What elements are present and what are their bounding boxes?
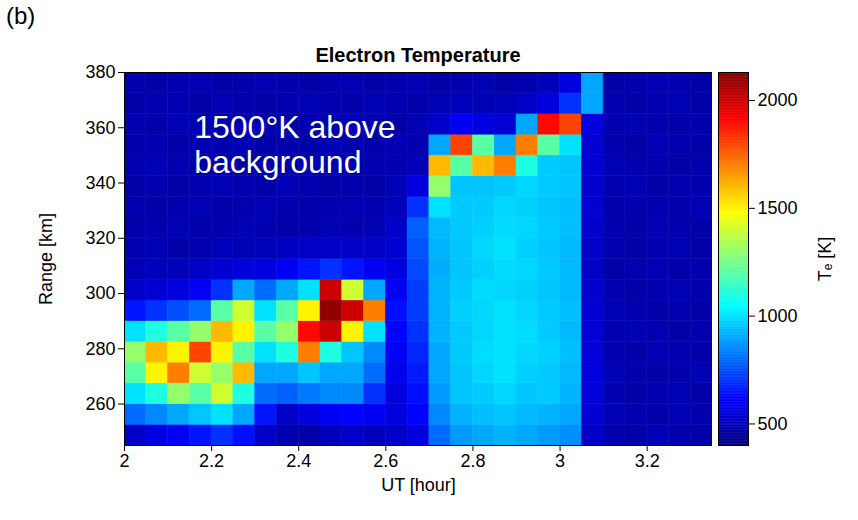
svg-text:280: 280 [85, 339, 115, 359]
svg-text:320: 320 [85, 228, 115, 248]
svg-text:2.8: 2.8 [460, 451, 485, 471]
svg-text:UT [hour]: UT [hour] [381, 475, 456, 495]
svg-text:2000: 2000 [758, 90, 798, 110]
svg-text:360: 360 [85, 118, 115, 138]
svg-text:1500: 1500 [758, 198, 798, 218]
svg-text:260: 260 [85, 394, 115, 414]
svg-text:300: 300 [85, 283, 115, 303]
svg-text:Range [km]: Range [km] [36, 213, 56, 305]
svg-text:2.2: 2.2 [199, 451, 224, 471]
svg-text:2.4: 2.4 [286, 451, 311, 471]
svg-text:3: 3 [555, 451, 565, 471]
svg-text:Tₑ [K]: Tₑ [K] [815, 237, 835, 282]
svg-text:3.2: 3.2 [635, 451, 660, 471]
svg-text:340: 340 [85, 173, 115, 193]
svg-text:500: 500 [758, 414, 788, 434]
svg-text:2.6: 2.6 [373, 451, 398, 471]
html-text:Electron Temperature: Electron Temperature [315, 44, 521, 66]
svg-text:2: 2 [119, 451, 129, 471]
svg-text:1000: 1000 [758, 306, 798, 326]
svg-text:380: 380 [85, 62, 115, 82]
svg-text:1500°K abovebackground: 1500°K abovebackground [194, 109, 395, 180]
html-text:(b): (b) [6, 2, 36, 29]
